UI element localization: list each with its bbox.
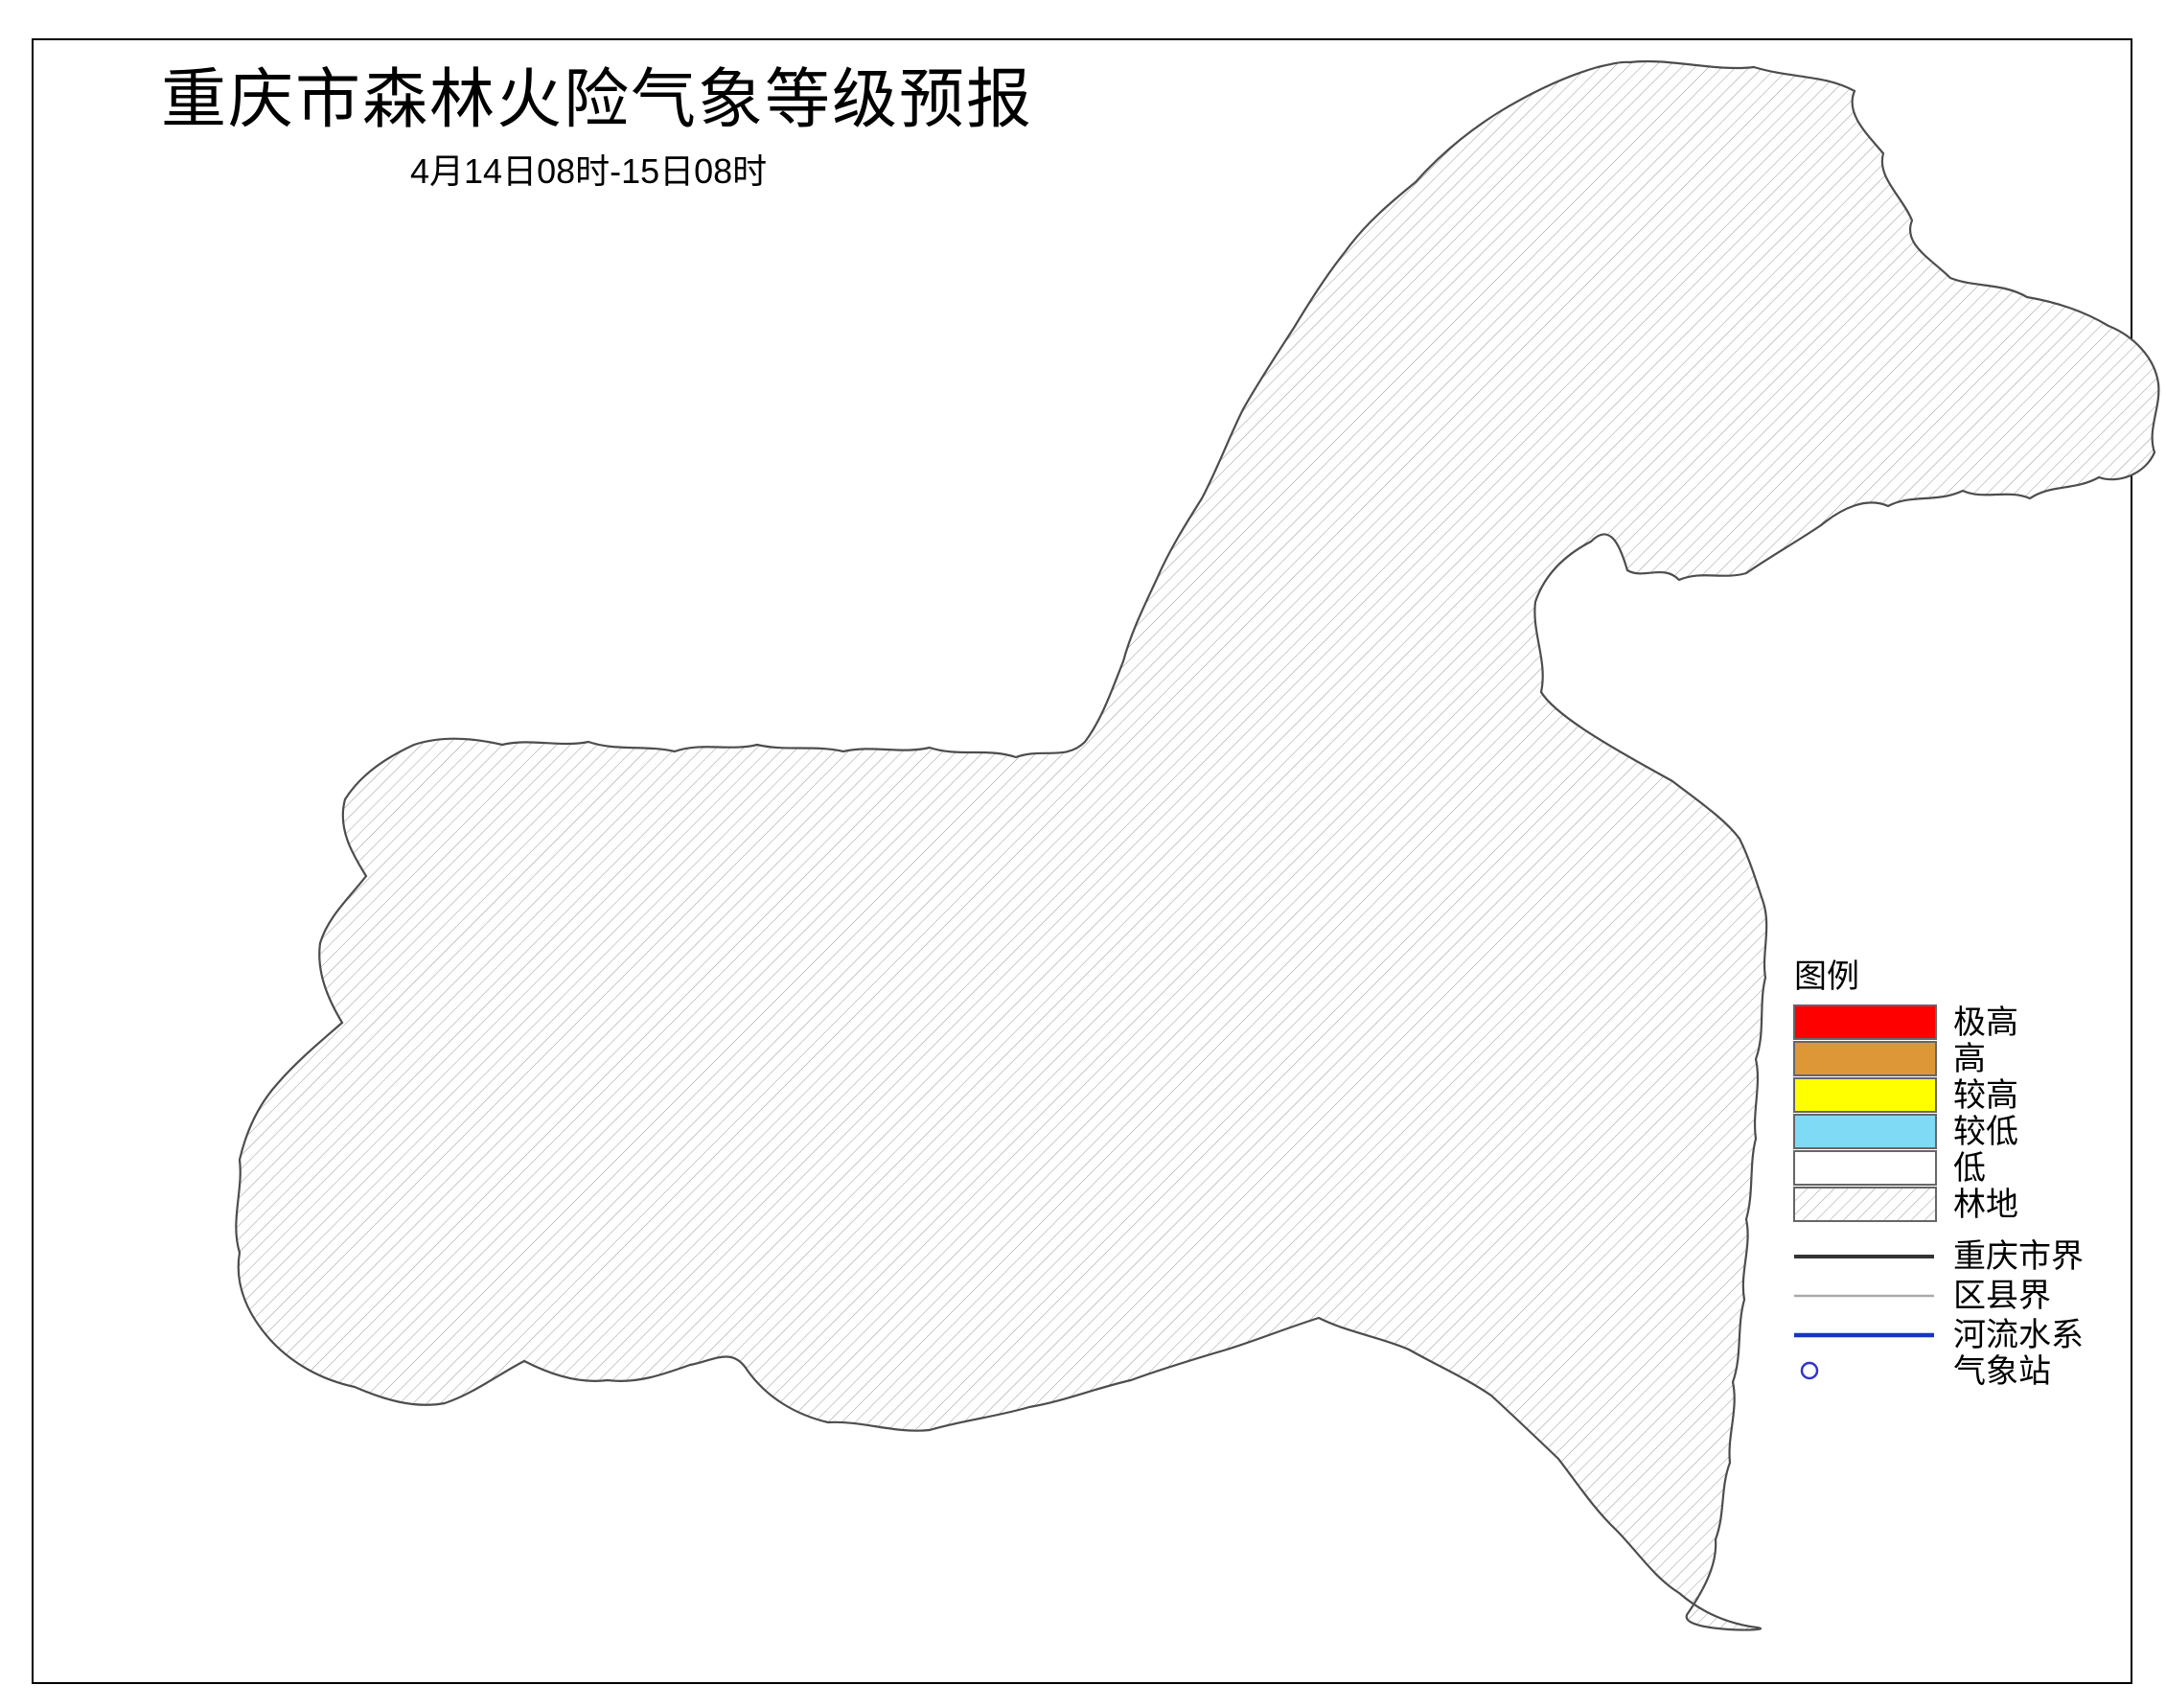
svg-text:图例: 图例 — [1794, 959, 1859, 995]
svg-text:高: 高 — [1953, 1041, 1986, 1077]
svg-text:较低: 较低 — [1953, 1114, 2018, 1150]
svg-text:极高: 极高 — [1953, 1004, 2018, 1041]
svg-text:气象站: 气象站 — [1953, 1353, 2051, 1390]
svg-text:河流水系: 河流水系 — [1953, 1317, 2084, 1353]
svg-text:低: 低 — [1953, 1151, 1986, 1187]
svg-text:较高: 较高 — [1953, 1077, 2018, 1114]
svg-text:重庆市界: 重庆市界 — [1953, 1238, 2084, 1275]
svg-text:区县界: 区县界 — [1953, 1279, 2051, 1314]
svg-text:林地: 林地 — [1953, 1187, 2018, 1223]
